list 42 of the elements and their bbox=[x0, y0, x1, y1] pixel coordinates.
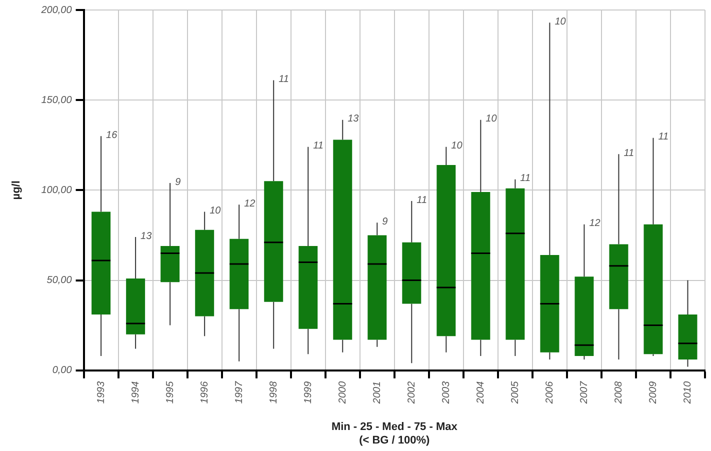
x-tick-label: 1995 bbox=[164, 380, 176, 404]
annotation: 11 bbox=[520, 173, 531, 184]
annotation: 12 bbox=[244, 198, 256, 210]
annotation: 11 bbox=[416, 194, 428, 206]
x-tick-label: 2008 bbox=[614, 380, 624, 405]
x-tick-label: 1993 bbox=[96, 380, 107, 404]
x-tick-label: 1997 bbox=[234, 380, 245, 404]
annotation: 11 bbox=[313, 140, 324, 152]
x-tick-label: 1994 bbox=[130, 380, 142, 404]
annotation: 9 bbox=[175, 176, 182, 188]
y-tick-label: 100,00 bbox=[41, 184, 72, 196]
x-tick-label: 2009 bbox=[648, 380, 660, 405]
y-tick-label: 200,00 bbox=[40, 4, 72, 16]
x-tick-label: 1996 bbox=[199, 380, 210, 404]
annotation: 10 bbox=[554, 16, 566, 28]
annotation: 13 bbox=[140, 230, 152, 242]
annotation: 16 bbox=[106, 130, 118, 141]
x-axis-title: Min - 25 - Med - 75 - Max (< BG / 100%) bbox=[331, 421, 458, 446]
x-tick-label: 2005 bbox=[510, 380, 521, 405]
y-tick-label: 0,00 bbox=[52, 365, 72, 376]
annotation: 9 bbox=[382, 216, 388, 228]
x-tick-label: 2004 bbox=[475, 380, 486, 405]
y-tick-label: 150,00 bbox=[41, 94, 72, 106]
y-tick-label: 50,00 bbox=[46, 275, 72, 286]
annotation: 13 bbox=[348, 114, 360, 125]
annotation: 11 bbox=[278, 74, 289, 86]
annotation: 11 bbox=[658, 132, 669, 143]
x-tick-label: 2010 bbox=[682, 380, 694, 405]
x-tick-label: 1999 bbox=[302, 380, 314, 404]
y-axis-title: µg/l bbox=[10, 180, 23, 200]
x-tick-label: 2001 bbox=[372, 381, 383, 405]
x-tick-label: 2006 bbox=[544, 380, 556, 405]
annotation: 10 bbox=[486, 114, 498, 125]
annotation: 12 bbox=[589, 218, 601, 230]
x-tick-label: 1998 bbox=[268, 380, 280, 404]
x-tick-label: 2007 bbox=[578, 380, 590, 405]
x-tick-label: 2000 bbox=[337, 380, 348, 405]
annotation: 11 bbox=[624, 148, 634, 159]
x-tick-label: 2002 bbox=[406, 380, 418, 405]
annotation: 10 bbox=[451, 140, 463, 152]
x-tick-label: 2003 bbox=[440, 380, 452, 405]
annotation: 10 bbox=[210, 206, 222, 217]
